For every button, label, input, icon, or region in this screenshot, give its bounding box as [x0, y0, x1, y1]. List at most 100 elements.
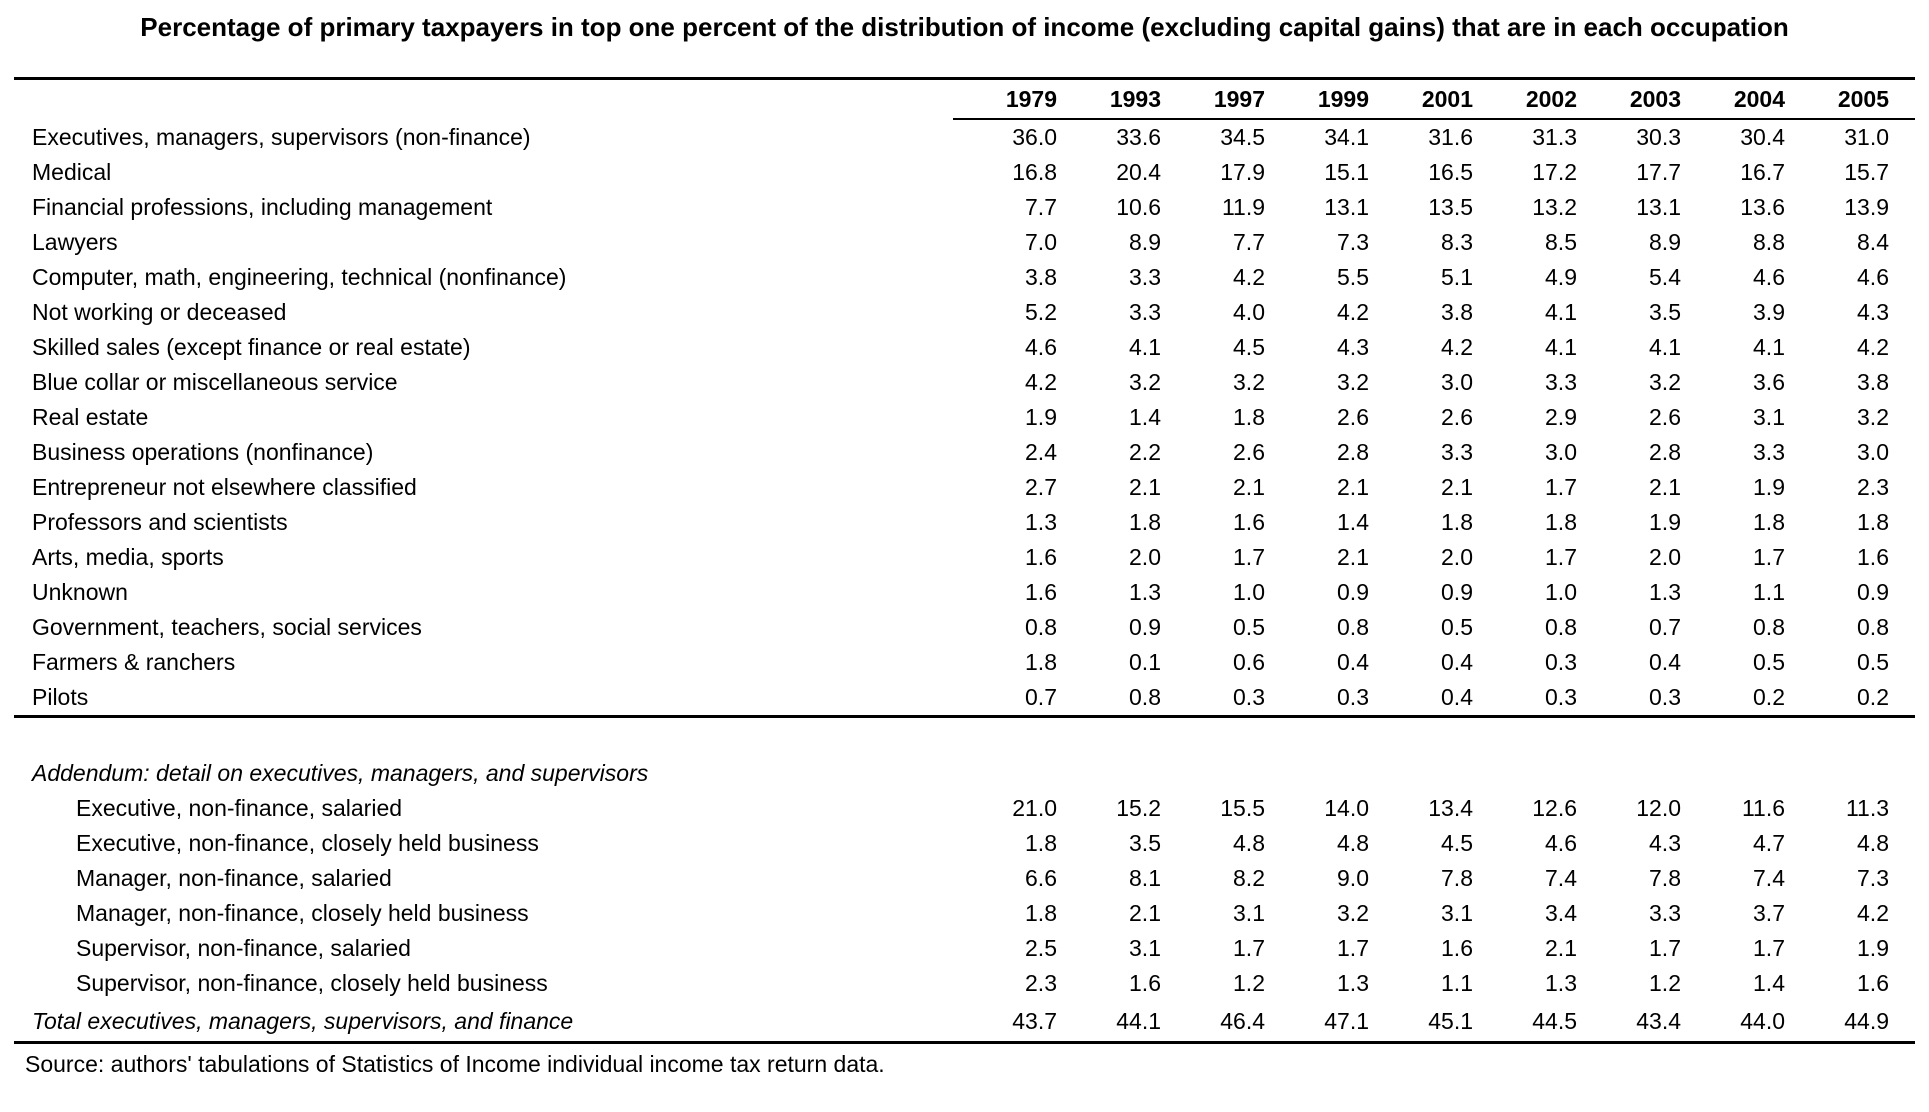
- header-label-spacer: [14, 80, 953, 120]
- value-cell: 0.7: [1649, 614, 1681, 640]
- value-cell: 8.1: [1129, 865, 1161, 891]
- value-cell: 1.8: [1233, 404, 1265, 430]
- total-value-cell: 46.4: [1220, 1007, 1265, 1034]
- value-cell: 2.3: [1857, 474, 1889, 500]
- value-cell: 15.7: [1844, 159, 1889, 185]
- row-values: 2.7 2.1 2.1 2.1 2.1 1.7 2.1 1.9 2.3: [953, 474, 1889, 501]
- value-cell: 5.2: [1025, 299, 1057, 325]
- value-cell: 1.7: [1753, 544, 1785, 570]
- row-label: Professors and scientists: [32, 509, 288, 535]
- value-cell: 3.8: [1857, 369, 1889, 395]
- value-cell: 2.6: [1337, 404, 1369, 430]
- value-cell: 1.4: [1753, 970, 1785, 996]
- row-label: Medical: [32, 159, 112, 185]
- value-cell: 4.3: [1857, 299, 1889, 325]
- value-cell: 0.2: [1857, 684, 1889, 710]
- value-cell: 4.6: [1545, 830, 1577, 856]
- value-cell: 13.1: [1636, 194, 1681, 220]
- row-label: Lawyers: [32, 229, 118, 255]
- value-cell: 4.2: [1233, 264, 1265, 290]
- total-row-label: Total executives, managers, supervisors,…: [32, 1007, 574, 1034]
- value-cell: 1.2: [1649, 970, 1681, 996]
- value-cell: 0.3: [1233, 684, 1265, 710]
- value-cell: 17.9: [1220, 159, 1265, 185]
- value-cell: 3.1: [1233, 900, 1265, 926]
- value-cell: 4.1: [1545, 299, 1577, 325]
- table-row: Farmers & ranchers 1.8 0.1 0.6 0.4 0.4 0.3 0.4 0…: [14, 645, 1915, 680]
- value-cell: 7.7: [1025, 194, 1057, 220]
- value-cell: 13.9: [1844, 194, 1889, 220]
- value-cell: 1.6: [1233, 509, 1265, 535]
- value-cell: 3.2: [1649, 369, 1681, 395]
- value-cell: 7.7: [1233, 229, 1265, 255]
- year-header-cell: 1997: [1213, 85, 1265, 112]
- value-cell: 7.3: [1857, 865, 1889, 891]
- value-cell: 15.1: [1324, 159, 1369, 185]
- value-cell: 4.1: [1129, 334, 1161, 360]
- row-label: Financial professions, including managem…: [32, 194, 493, 220]
- row-values: 1.6 2.0 1.7 2.1 2.0 1.7 2.0 1.7 1.6: [953, 544, 1889, 571]
- value-cell: 1.8: [1025, 830, 1057, 856]
- value-cell: 2.0: [1441, 544, 1473, 570]
- row-label: Blue collar or miscellaneous service: [32, 369, 398, 395]
- value-cell: 3.6: [1753, 369, 1785, 395]
- value-cell: 3.5: [1129, 830, 1161, 856]
- table-row: Pilots 0.7 0.8 0.3 0.3 0.4 0.3 0.3 0.2 0.2: [14, 680, 1915, 715]
- row-values: 2.4 2.2 2.6 2.8 3.3 3.0 2.8 3.3 3.0: [953, 439, 1889, 466]
- row-label: Government, teachers, social services: [32, 614, 422, 640]
- value-cell: 2.1: [1129, 474, 1161, 500]
- value-cell: 1.7: [1649, 935, 1681, 961]
- source-note: Source: authors' tabulations of Statisti…: [25, 1051, 885, 1077]
- value-cell: 7.4: [1753, 865, 1785, 891]
- value-cell: 3.3: [1441, 439, 1473, 465]
- table-row: Computer, math, engineering, technical (…: [14, 260, 1915, 295]
- row-values: 0.7 0.8 0.3 0.3 0.4 0.3 0.3 0.2 0.2: [953, 684, 1889, 711]
- value-cell: 2.7: [1025, 474, 1057, 500]
- value-cell: 14.0: [1324, 795, 1369, 821]
- value-cell: 15.2: [1116, 795, 1161, 821]
- addendum-row: Supervisor, non-finance, salaried 2.5 3.1 1…: [14, 931, 1915, 966]
- row-values: 4.2 3.2 3.2 3.2 3.0 3.3 3.2 3.6 3.8: [953, 369, 1889, 396]
- row-values: 1.8 3.5 4.8 4.8 4.5 4.6 4.3 4.7 4.8: [953, 830, 1889, 857]
- value-cell: 31.0: [1844, 124, 1889, 150]
- value-cell: 2.5: [1025, 935, 1057, 961]
- value-cell: 8.2: [1233, 865, 1265, 891]
- value-cell: 1.7: [1545, 474, 1577, 500]
- value-cell: 0.5: [1753, 649, 1785, 675]
- value-cell: 1.6: [1857, 970, 1889, 996]
- value-cell: 1.0: [1233, 579, 1265, 605]
- row-values: 6.6 8.1 8.2 9.0 7.8 7.4 7.8 7.4 7.3: [953, 865, 1889, 892]
- value-cell: 2.3: [1025, 970, 1057, 996]
- value-cell: 2.6: [1649, 404, 1681, 430]
- value-cell: 2.1: [1337, 474, 1369, 500]
- value-cell: 4.9: [1545, 264, 1577, 290]
- row-values: 7.7 10.6 11.9 13.1 13.5 13.2 13.1 13.6 13.9: [953, 194, 1889, 221]
- value-cell: 1.4: [1129, 404, 1161, 430]
- value-cell: 1.4: [1337, 509, 1369, 535]
- value-cell: 3.2: [1337, 900, 1369, 926]
- year-header-cell: 2004: [1733, 85, 1785, 112]
- value-cell: 3.5: [1649, 299, 1681, 325]
- year-header-cell: 1979: [1005, 85, 1057, 112]
- value-cell: 1.8: [1857, 509, 1889, 535]
- value-cell: 3.2: [1337, 369, 1369, 395]
- table-row: Government, teachers, social services 0.8…: [14, 610, 1915, 645]
- row-label: Business operations (nonfinance): [32, 439, 374, 465]
- table-row: Professors and scientists 1.3 1.8 1.6 1.4 1.8…: [14, 505, 1915, 540]
- value-cell: 4.6: [1753, 264, 1785, 290]
- value-cell: 0.9: [1857, 579, 1889, 605]
- value-cell: 3.2: [1233, 369, 1265, 395]
- value-cell: 11.3: [1845, 795, 1889, 821]
- row-label: Real estate: [32, 404, 149, 430]
- value-cell: 3.0: [1545, 439, 1577, 465]
- value-cell: 4.2: [1857, 900, 1889, 926]
- value-cell: 4.8: [1337, 830, 1369, 856]
- value-cell: 34.1: [1324, 124, 1369, 150]
- value-cell: 4.2: [1025, 369, 1057, 395]
- value-cell: 4.8: [1233, 830, 1265, 856]
- value-cell: 1.8: [1441, 509, 1473, 535]
- value-cell: 1.7: [1233, 544, 1265, 570]
- table-row: Business operations (nonfinance) 2.4 2.2 2.…: [14, 435, 1915, 470]
- table-row: Arts, media, sports 1.6 2.0 1.7 2.1 2.0 1.7 2.0…: [14, 540, 1915, 575]
